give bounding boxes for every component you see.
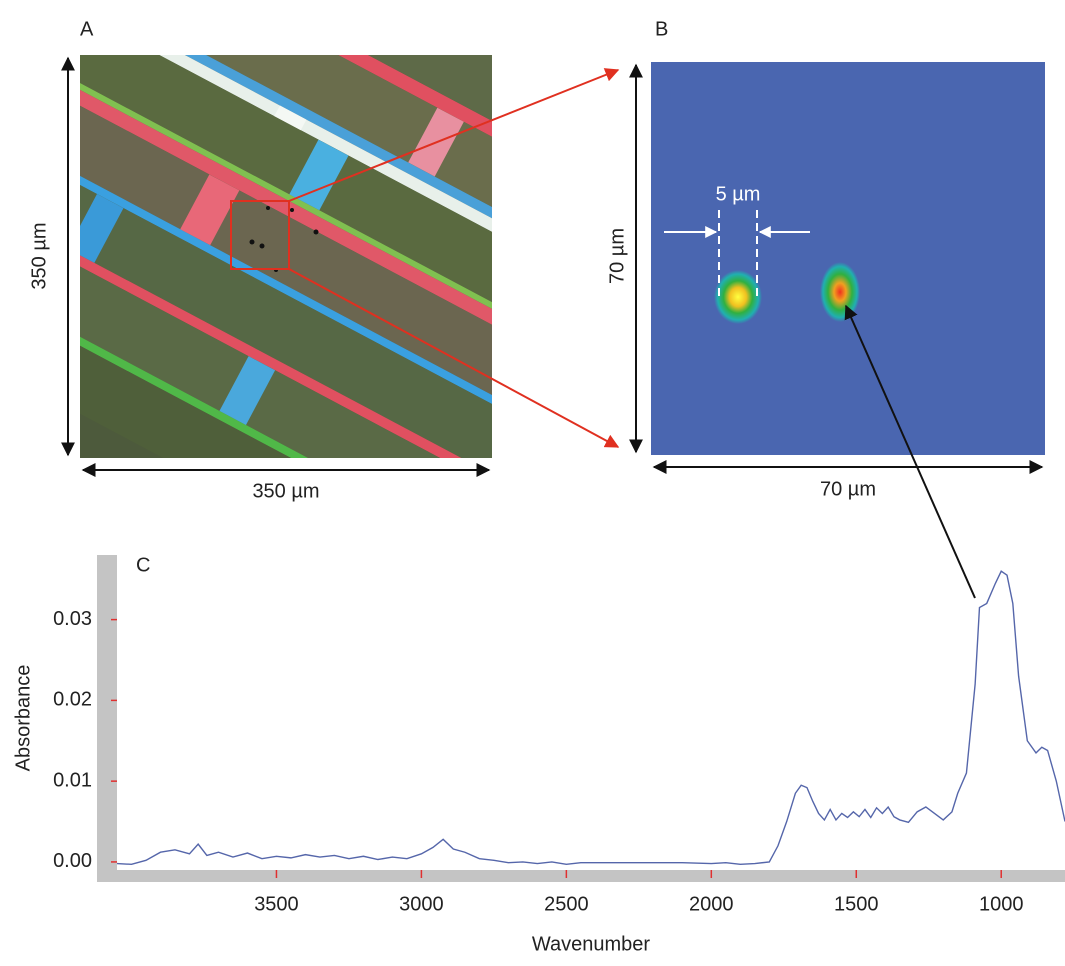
panel-label: C <box>136 554 150 576</box>
x-tick-label: 2500 <box>544 893 589 915</box>
scale-label: 350 µm <box>28 222 50 289</box>
x-tick-label: 3500 <box>254 893 299 915</box>
zoom-line <box>288 268 620 448</box>
x-tick-label: 1500 <box>834 893 879 915</box>
link-arrow <box>844 304 976 599</box>
x-tick-label: 2000 <box>689 893 734 915</box>
x-tick-label: 1000 <box>979 893 1024 915</box>
micrograph <box>80 55 492 458</box>
particle <box>820 262 860 322</box>
y-tick-label: 0.03 <box>53 608 92 630</box>
scale-label: 70 µm <box>820 478 876 500</box>
y-axis-bar <box>97 555 117 882</box>
dimension-label: 5 µm <box>716 183 761 205</box>
spectrum-line <box>116 570 1065 866</box>
y-tick-label: 0.01 <box>53 769 92 791</box>
x-tick-label: 3000 <box>399 893 444 915</box>
scale-label: 350 µm <box>252 480 319 502</box>
zoom-line <box>288 68 620 202</box>
chemical-map <box>651 62 1045 455</box>
zoom-box <box>230 200 290 270</box>
y-tick-label: 0.02 <box>53 689 92 711</box>
y-axis-title: Absorbance <box>12 665 34 772</box>
scale-label: 70 µm <box>606 228 628 284</box>
y-tick-label: 0.00 <box>53 850 92 872</box>
particle <box>714 270 762 324</box>
x-axis-title: Wavenumber <box>532 933 651 955</box>
x-axis-bar <box>97 870 1065 882</box>
panel-label: B <box>655 18 668 40</box>
panel-label: A <box>80 18 94 40</box>
